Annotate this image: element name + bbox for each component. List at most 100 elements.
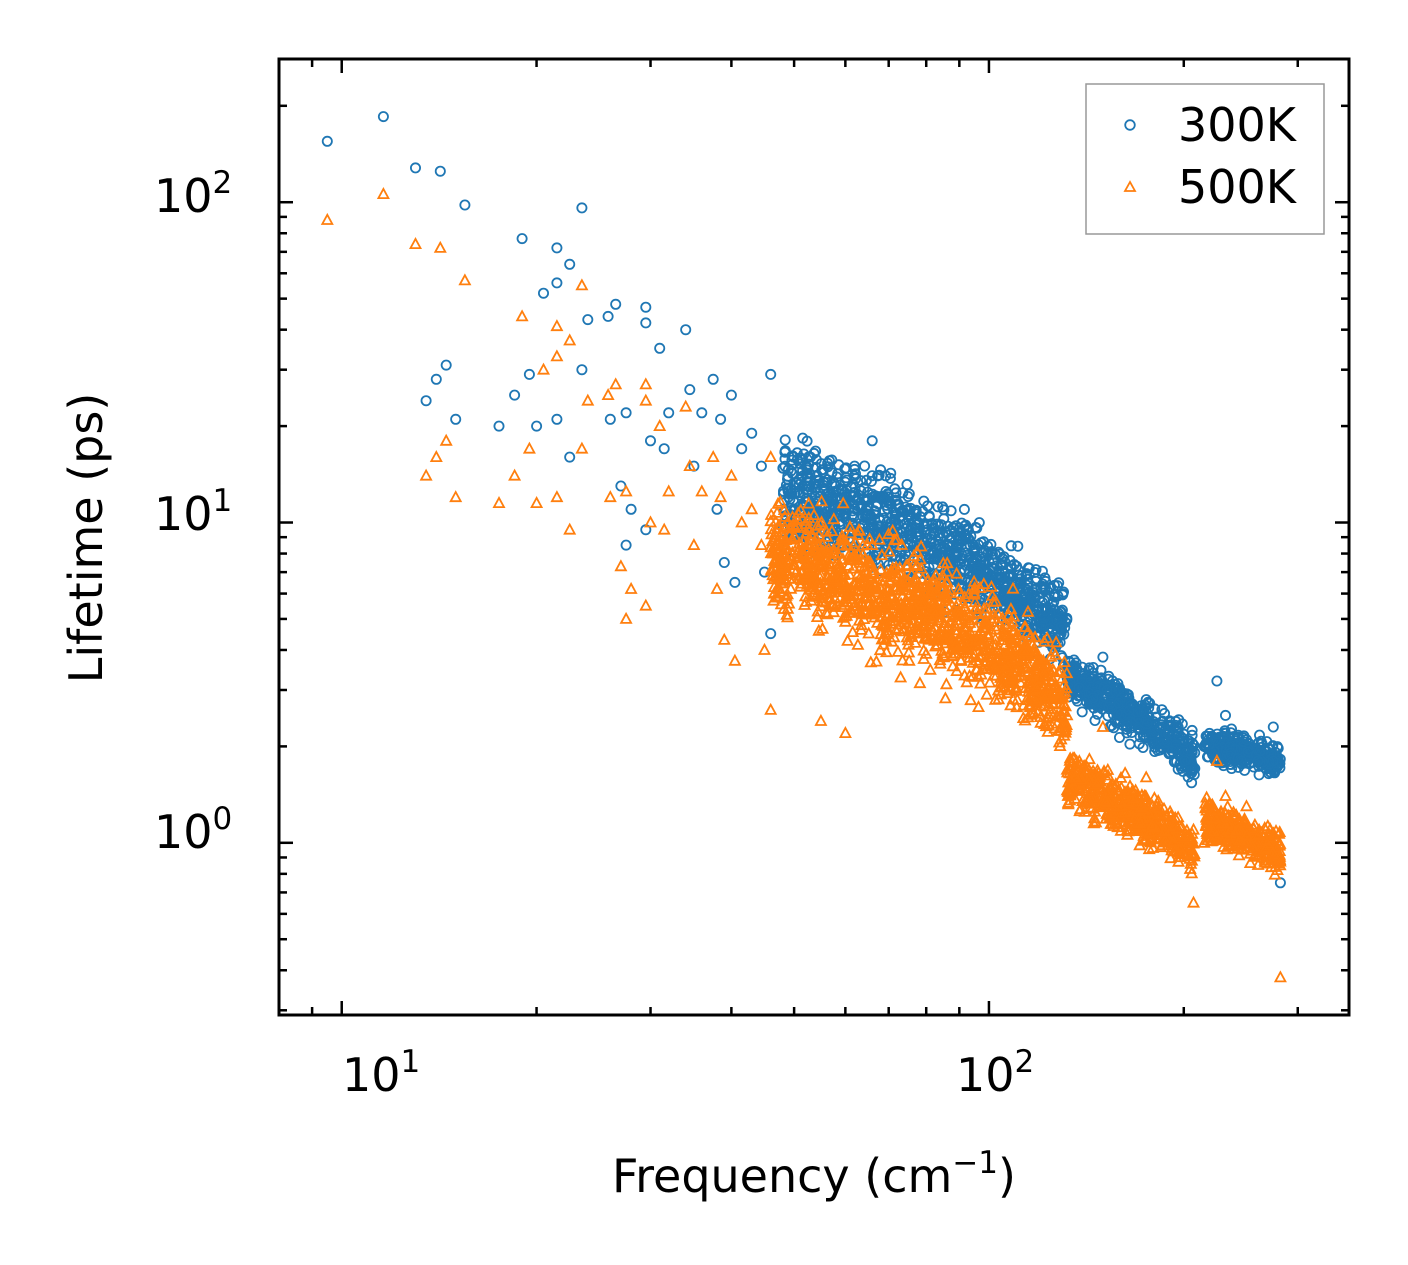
data-point-500k	[735, 515, 749, 528]
data-point-300k	[986, 546, 998, 558]
data-point-300k	[959, 547, 971, 559]
data-point-300k	[640, 317, 652, 329]
data-point-300k	[873, 469, 885, 481]
data-point-300k	[971, 522, 983, 534]
data-point-500k	[764, 450, 778, 463]
data-point-300k	[625, 503, 637, 515]
data-point-500k	[1239, 799, 1254, 812]
data-point-300k	[1087, 670, 1099, 682]
data-point-300k	[1137, 730, 1149, 742]
data-point-300k	[640, 301, 652, 313]
data-point-300k	[523, 368, 535, 380]
data-point-300k	[1089, 715, 1101, 727]
data-point-500k	[841, 633, 855, 646]
data-point-300k	[1106, 702, 1118, 714]
data-point-500k	[714, 490, 728, 503]
data-point-500k	[745, 502, 759, 515]
data-point-300k	[823, 455, 835, 467]
data-point-300k	[1073, 682, 1085, 694]
data-point-300k	[531, 420, 543, 432]
y-tick-label-1: 100	[154, 801, 232, 859]
data-point-300k	[952, 538, 964, 550]
data-point-300k	[1095, 664, 1107, 676]
data-point-300k	[1055, 628, 1067, 640]
data-point-300k	[949, 564, 961, 576]
data-point-300k	[865, 512, 877, 524]
data-point-300k	[1030, 575, 1042, 587]
data-point-300k	[576, 364, 588, 376]
data-point-300k	[450, 413, 462, 425]
data-point-500k	[814, 713, 828, 726]
data-point-300k	[1179, 747, 1191, 759]
data-point-300k	[938, 530, 950, 542]
data-point-500k	[458, 273, 472, 286]
y-tick-label-10: 101	[154, 483, 232, 541]
data-point-500k	[980, 687, 994, 700]
data-point-300k	[746, 427, 758, 439]
data-point-500k	[619, 611, 633, 624]
data-point-300k	[897, 527, 909, 539]
data-point-300k	[409, 162, 421, 174]
data-point-300k	[1166, 745, 1178, 757]
data-point-300k	[860, 508, 872, 520]
data-point-300k	[1186, 724, 1198, 736]
data-point-500k	[1118, 766, 1132, 779]
data-point-300k	[434, 165, 446, 177]
data-point-300k	[1021, 568, 1033, 580]
data-point-300k	[913, 518, 925, 530]
data-point-300k	[1064, 657, 1076, 669]
data-point-300k	[960, 528, 972, 540]
data-point-300k	[919, 521, 931, 533]
data-point-300k	[755, 460, 767, 472]
data-point-500k	[601, 388, 615, 401]
data-point-300k	[848, 491, 860, 503]
data-point-300k	[654, 342, 666, 354]
data-point-500k	[643, 515, 658, 528]
data-point-500k	[1082, 752, 1096, 765]
data-point-500k	[653, 419, 667, 432]
x-tick-label-10: 101	[342, 1044, 420, 1102]
data-point-300k	[1022, 562, 1034, 574]
data-point-500k	[508, 468, 522, 481]
data-point-300k	[902, 490, 914, 502]
data-point-300k	[1124, 738, 1136, 750]
data-point-300k	[1005, 569, 1017, 581]
data-point-300k	[866, 435, 878, 447]
data-point-300k	[564, 258, 576, 270]
data-point-300k	[1211, 675, 1223, 687]
data-point-500k	[724, 468, 738, 481]
data-point-500k	[575, 278, 589, 291]
data-point-300k	[1036, 623, 1048, 635]
data-point-300k	[1021, 584, 1033, 596]
data-point-500k	[550, 349, 564, 362]
data-point-300k	[1085, 672, 1097, 684]
data-point-500k	[923, 662, 937, 675]
data-point-500k	[695, 484, 709, 497]
data-point-300k	[1141, 718, 1153, 730]
data-point-500k	[657, 522, 671, 535]
data-point-500k	[320, 212, 334, 225]
data-point-300k	[604, 413, 616, 425]
data-point-300k	[931, 552, 943, 564]
data-point-500k	[869, 654, 883, 667]
data-point-300k	[658, 443, 670, 455]
data-point-300k	[1011, 560, 1023, 572]
data-point-300k	[932, 501, 944, 513]
data-point-300k	[840, 472, 852, 484]
data-point-300k	[881, 516, 893, 528]
data-point-300k	[765, 628, 777, 640]
data-point-500k	[581, 393, 595, 406]
data-point-300k	[1127, 702, 1139, 714]
x-tick-label-100: 102	[956, 1044, 1034, 1102]
data-point-300k	[1071, 695, 1083, 707]
data-point-500k	[728, 653, 742, 666]
data-point-300k	[858, 482, 870, 494]
data-point-300k	[1154, 721, 1166, 733]
data-point-300k	[822, 461, 834, 473]
data-point-300k	[680, 324, 692, 336]
data-point-300k	[551, 242, 563, 254]
data-point-300k	[944, 524, 956, 536]
data-point-300k	[945, 505, 957, 517]
data-point-300k	[1028, 608, 1040, 620]
data-point-300k	[859, 460, 871, 472]
